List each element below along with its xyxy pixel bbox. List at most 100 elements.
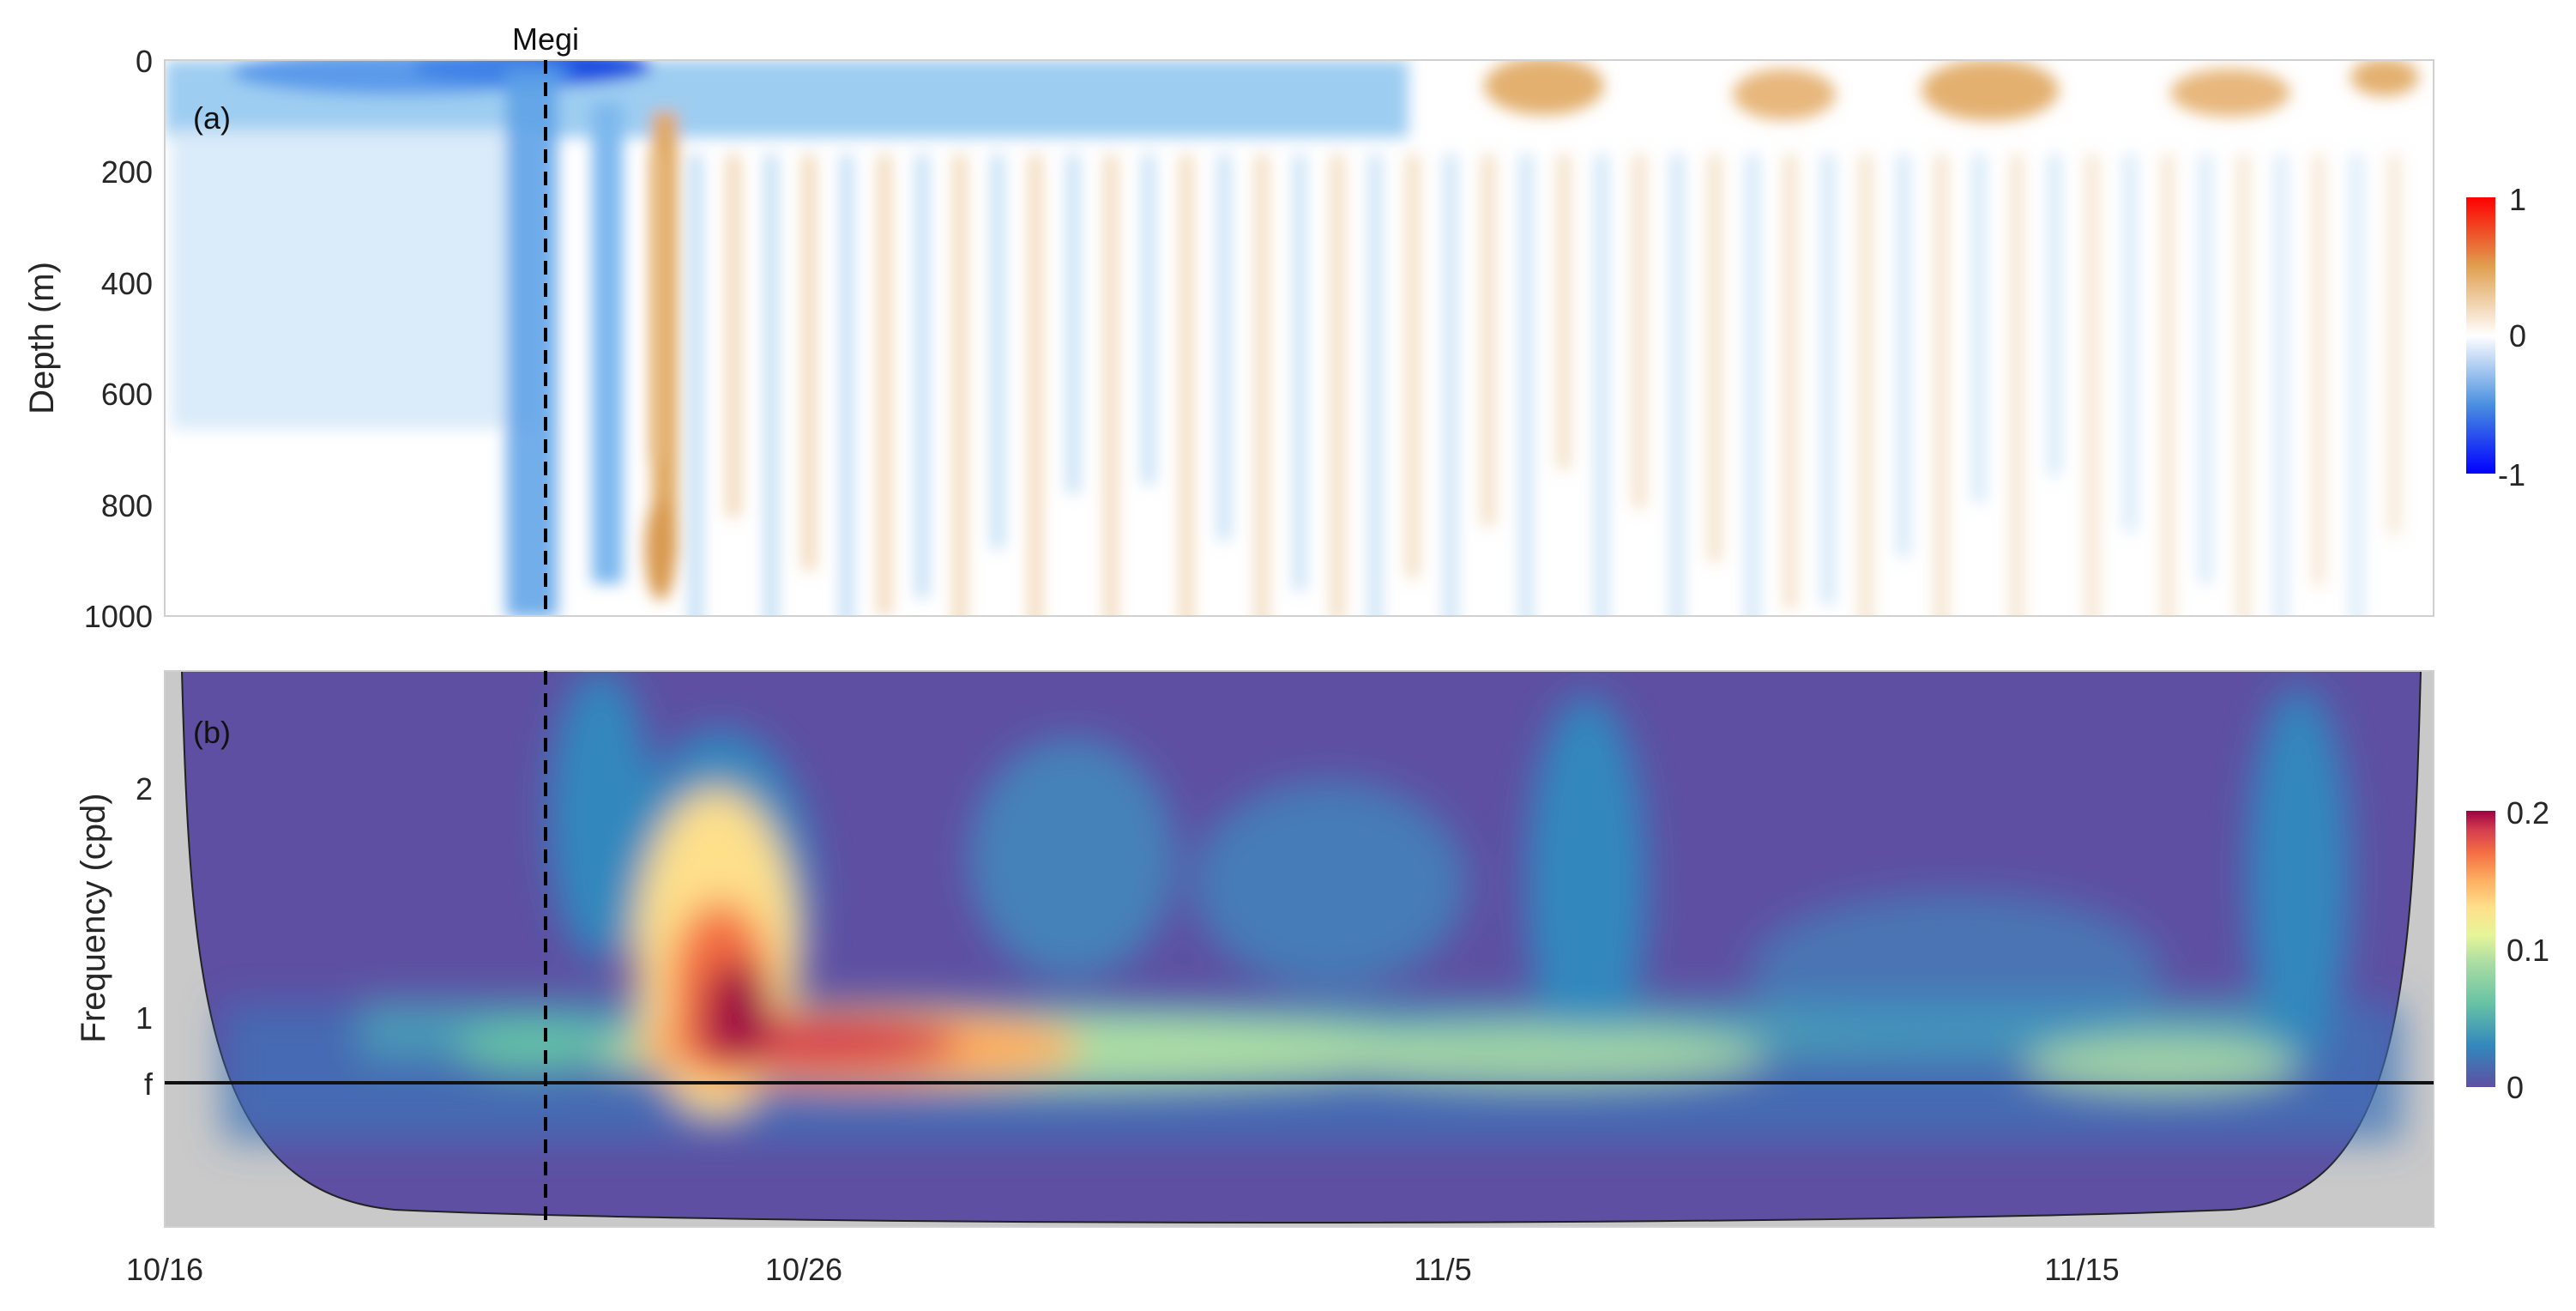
warm-stripe (1558, 154, 1570, 469)
warm-stripe (1860, 154, 1872, 616)
field-glow (1321, 1026, 1767, 1084)
field-surface-warm (2170, 69, 2290, 117)
y-tick-label: 400 (101, 266, 153, 301)
warm-stripe (1482, 154, 1494, 526)
cool-stripe (2124, 154, 2136, 532)
field-surface-warm (1921, 60, 2059, 121)
field-surface-warm (2350, 60, 2419, 96)
field-column (1527, 695, 1647, 1072)
field-warm-deep (645, 498, 676, 601)
warm-stripe (2086, 154, 2098, 616)
warm-stripe (1935, 154, 1947, 616)
panel-b: (b) Frequency (cpd) 2 1 f 10/16 10/26 11… (75, 670, 2549, 1287)
warm-stripe (727, 154, 739, 517)
colorbar-b-tick: 0 (2507, 1070, 2524, 1105)
panel-b-yticks: 2 1 f (136, 771, 154, 1102)
megi-label: Megi (512, 21, 579, 57)
field-prestorm (172, 129, 540, 429)
panel-a-stripes (652, 154, 2400, 616)
cool-stripe (841, 154, 853, 616)
field-surface-warm (1484, 60, 1604, 115)
warm-stripe (1180, 154, 1192, 616)
panel-a-label: (a) (193, 100, 231, 136)
warm-stripe (803, 154, 815, 571)
cool-stripe (1445, 154, 1457, 616)
cool-stripe (1520, 154, 1532, 616)
field-storm-column (592, 103, 623, 583)
field-column (1750, 892, 2162, 1047)
field-column (1192, 781, 1467, 987)
warm-stripe (2237, 154, 2249, 616)
field-column (549, 671, 652, 961)
warm-stripe (1633, 154, 1645, 509)
colorbar-a-bar (2466, 197, 2495, 474)
cool-stripe (1822, 154, 1834, 605)
y-tick-label: 1000 (84, 599, 153, 634)
panel-b-frame (164, 670, 2434, 1228)
y-tick-label: 1 (136, 1000, 153, 1036)
y-tick-label: 200 (101, 154, 153, 190)
field-surface-warm (1733, 69, 1836, 120)
cool-stripe (1746, 154, 1759, 616)
cool-stripe (1218, 154, 1230, 541)
warm-stripe (2162, 154, 2174, 616)
cool-stripe (765, 154, 777, 616)
field-column (2247, 686, 2350, 1064)
panel-b-xticks: 10/16 10/26 11/5 11/15 (126, 1252, 2120, 1287)
panel-a: (a) Depth (m) 0 200 400 600 800 1000 Meg… (23, 21, 2526, 634)
warm-stripe (2313, 154, 2325, 586)
cool-stripe (2350, 154, 2362, 616)
warm-stripe (954, 154, 966, 616)
cool-stripe (1671, 154, 1683, 616)
x-tick-label: 10/26 (765, 1252, 842, 1287)
field-peak-core (703, 961, 772, 1064)
colorbar-a: 1 0 -1 (2466, 182, 2526, 492)
x-tick-label: 10/16 (126, 1252, 203, 1287)
cool-stripe (1067, 154, 1079, 494)
y-tick-label: 0 (136, 44, 153, 79)
warm-stripe (2388, 154, 2400, 535)
cool-stripe (690, 154, 702, 616)
warm-stripe (652, 154, 664, 461)
cool-stripe (992, 154, 1004, 549)
cool-stripe (1369, 154, 1381, 616)
colorbar-a-tick: -1 (2498, 457, 2525, 492)
warm-stripe (1105, 154, 1117, 616)
panel-a-frame (164, 59, 2434, 617)
colorbar-a-tick: 0 (2509, 318, 2526, 353)
warm-stripe (1331, 154, 1343, 616)
field-glow (2024, 1036, 2299, 1091)
colorbar-b-bar (2466, 811, 2495, 1087)
panel-a-yticks: 0 200 400 600 800 1000 (84, 44, 153, 634)
cool-stripe (1143, 154, 1155, 485)
warm-stripe (1029, 154, 1041, 616)
panel-b-field (223, 671, 2402, 1141)
panel-a-field (165, 60, 2419, 616)
y-tick-label: f (144, 1066, 154, 1102)
warm-stripe (1709, 154, 1721, 563)
cool-stripe (1897, 154, 1909, 557)
colorbar-b-tick: 0.1 (2507, 933, 2549, 968)
cool-stripe (1294, 154, 1306, 591)
warm-stripe (2011, 154, 2023, 616)
field-column (969, 738, 1175, 978)
field-storm-column (506, 69, 558, 616)
panel-b-label: (b) (193, 715, 231, 750)
warm-stripe (1256, 154, 1268, 616)
colorbar-b-tick: 0.2 (2507, 795, 2549, 831)
y-tick-label: 800 (101, 488, 153, 523)
cool-stripe (2048, 154, 2060, 476)
warm-stripe (878, 154, 890, 616)
y-tick-label: 600 (101, 377, 153, 412)
field-glow (455, 1023, 609, 1071)
x-tick-label: 11/5 (1414, 1252, 1471, 1287)
y-tick-label: 2 (136, 771, 153, 807)
cool-stripe (1596, 154, 1608, 616)
warm-stripe (1784, 154, 1796, 610)
cool-stripe (1973, 154, 1985, 503)
cool-stripe (2275, 154, 2287, 616)
x-tick-label: 11/15 (2044, 1252, 2119, 1287)
warm-stripe (1407, 154, 1419, 578)
cool-stripe (2199, 154, 2211, 583)
panel-b-ylabel: Frequency (cpd) (75, 793, 112, 1042)
